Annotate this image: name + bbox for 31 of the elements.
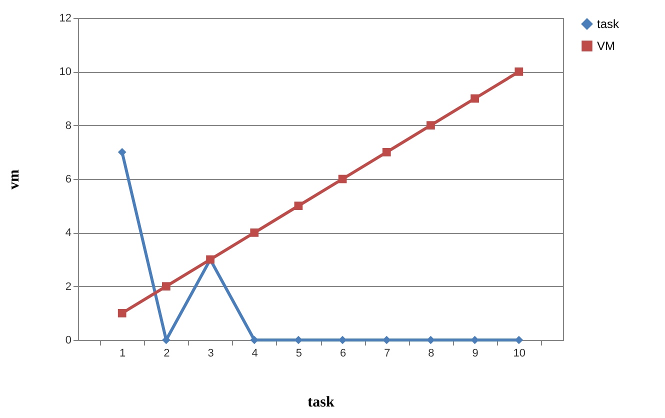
x-tick-label: 2 <box>164 348 170 360</box>
x-tick-label: 7 <box>384 348 390 360</box>
x-axis-title: task <box>308 394 335 410</box>
point <box>250 228 259 237</box>
y-tick-label: 0 <box>65 334 72 346</box>
y-tick-label: 4 <box>65 227 72 240</box>
legend-label: VM <box>597 39 616 53</box>
point <box>426 121 435 130</box>
x-tick-label: 10 <box>513 348 526 360</box>
point <box>118 148 126 156</box>
y-tick-label: 8 <box>65 120 72 132</box>
x-tick-label: 1 <box>120 348 126 360</box>
x-tick-label: 5 <box>296 348 302 360</box>
point <box>118 308 126 318</box>
x-tick-label: 8 <box>428 348 434 360</box>
x-tick-label: 6 <box>340 348 346 360</box>
y-tick-label: 6 <box>65 174 72 186</box>
y-axis-title: vm <box>6 169 22 190</box>
point <box>470 94 479 103</box>
point <box>338 174 347 184</box>
point <box>382 148 391 156</box>
point <box>162 282 170 291</box>
x-tick-label: 4 <box>252 348 258 360</box>
y-tick-label: 12 <box>59 12 72 24</box>
legend-label: task <box>597 17 620 31</box>
point <box>294 202 303 210</box>
x-tick-label: 9 <box>472 348 478 360</box>
y-tick-label: 2 <box>65 280 72 293</box>
y-tick-label: 10 <box>59 66 72 78</box>
point <box>514 67 524 76</box>
x-tick-label: 3 <box>208 348 214 360</box>
